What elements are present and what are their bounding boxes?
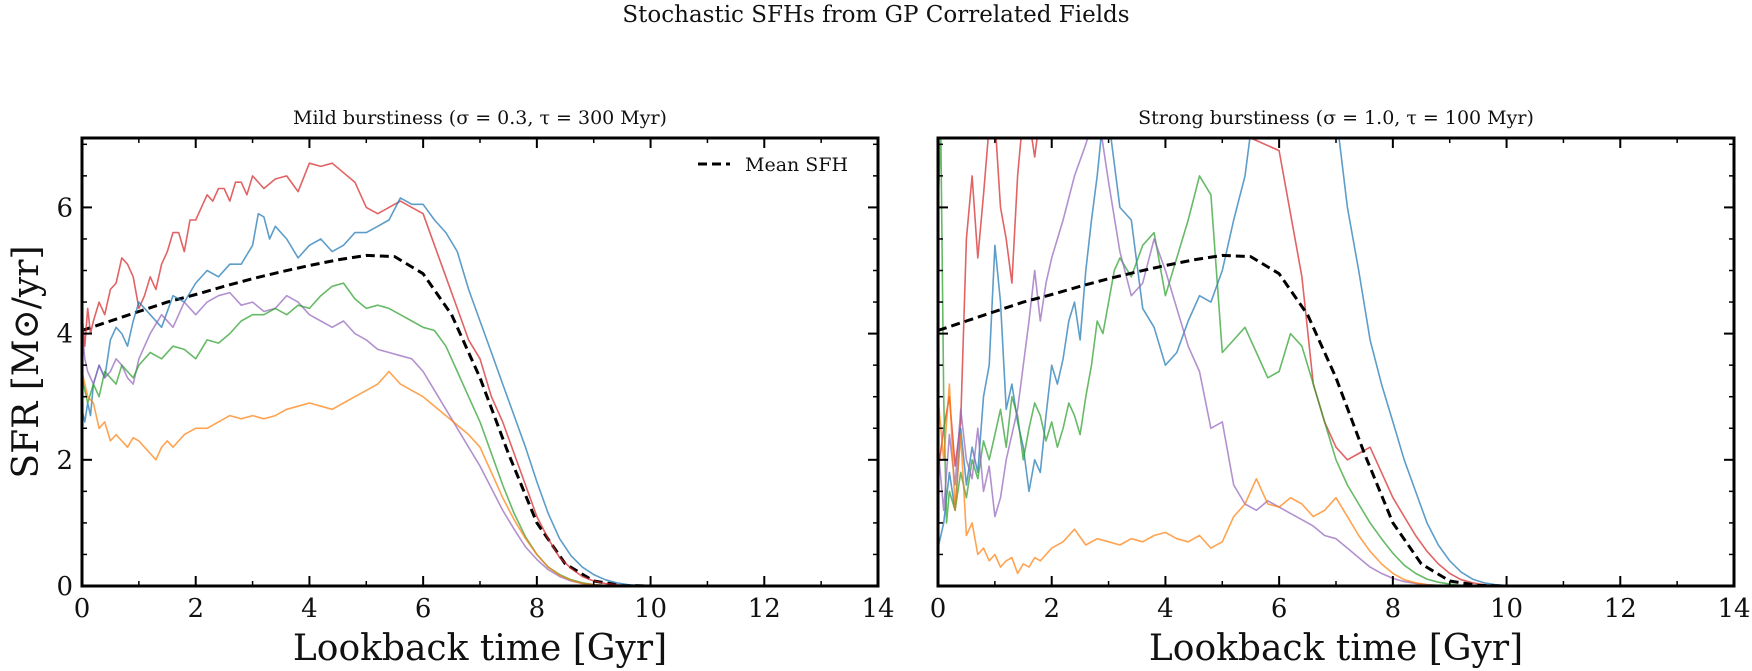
x-tick-label: 4 bbox=[1157, 594, 1174, 624]
panel-right-lines bbox=[938, 138, 1734, 586]
y-tick-label: 0 bbox=[56, 572, 73, 602]
sfh-series-line-6 bbox=[82, 370, 878, 586]
y-tick-label: 4 bbox=[56, 320, 73, 350]
panel-left: Mild burstiness (σ = 0.3, τ = 300 Myr) 0… bbox=[6, 107, 895, 669]
sfh-series-line-4 bbox=[82, 291, 878, 586]
panel-right: Strong burstiness (σ = 1.0, τ = 100 Myr)… bbox=[930, 107, 1751, 669]
panel-right-xlabel: Lookback time [Gyr] bbox=[1149, 628, 1523, 669]
panel-right-ticks: 0 2 4 6 8 10 12 14 bbox=[930, 138, 1751, 624]
sfh-series-line-2 bbox=[938, 138, 1734, 586]
x-tick-label: 14 bbox=[861, 594, 894, 624]
legend-mean-sfh-label: Mean SFH bbox=[745, 154, 848, 176]
sfh-series-line-5 bbox=[82, 282, 878, 586]
panel-left-xlabel: Lookback time [Gyr] bbox=[293, 628, 667, 669]
sfh-series-line-3 bbox=[82, 197, 878, 586]
sfh-series-line-2 bbox=[82, 162, 878, 586]
x-tick-label: 10 bbox=[634, 594, 667, 624]
panel-left-frame bbox=[80, 136, 880, 588]
x-tick-label: 12 bbox=[748, 594, 781, 624]
panel-left-ylabel: SFR [M⊙/yr] bbox=[6, 246, 47, 479]
mean-sfh-line bbox=[938, 253, 1734, 586]
sfh-series-line-5 bbox=[938, 383, 1734, 586]
figure-suptitle: Stochastic SFHs from GP Correlated Field… bbox=[622, 2, 1130, 28]
sfh-series-line-3 bbox=[938, 138, 1734, 586]
x-tick-label: 2 bbox=[187, 594, 204, 624]
legend: Mean SFH bbox=[698, 154, 848, 176]
panel-right-frame bbox=[936, 136, 1736, 588]
panel-right-title: Strong burstiness (σ = 1.0, τ = 100 Myr) bbox=[1138, 107, 1534, 129]
sfh-series-line-4 bbox=[938, 138, 1734, 586]
x-tick-label: 4 bbox=[301, 594, 318, 624]
x-tick-label: 10 bbox=[1490, 594, 1523, 624]
x-tick-label: 12 bbox=[1604, 594, 1637, 624]
y-tick-label: 6 bbox=[56, 193, 73, 223]
x-tick-label: 6 bbox=[415, 594, 432, 624]
x-tick-label: 6 bbox=[1271, 594, 1288, 624]
x-tick-label: 0 bbox=[74, 594, 91, 624]
x-tick-label: 8 bbox=[529, 594, 546, 624]
x-tick-label: 14 bbox=[1717, 594, 1750, 624]
y-tick-label: 2 bbox=[56, 446, 73, 476]
panel-left-title: Mild burstiness (σ = 0.3, τ = 300 Myr) bbox=[293, 107, 667, 129]
x-tick-label: 8 bbox=[1385, 594, 1402, 624]
x-tick-label: 0 bbox=[930, 594, 947, 624]
panel-left-lines bbox=[82, 162, 878, 586]
x-tick-label: 2 bbox=[1043, 594, 1060, 624]
sfh-series-line-1 bbox=[938, 138, 1734, 586]
panel-left-ticks: 0 2 4 6 8 10 12 14 0 2 4 6 bbox=[56, 138, 895, 624]
